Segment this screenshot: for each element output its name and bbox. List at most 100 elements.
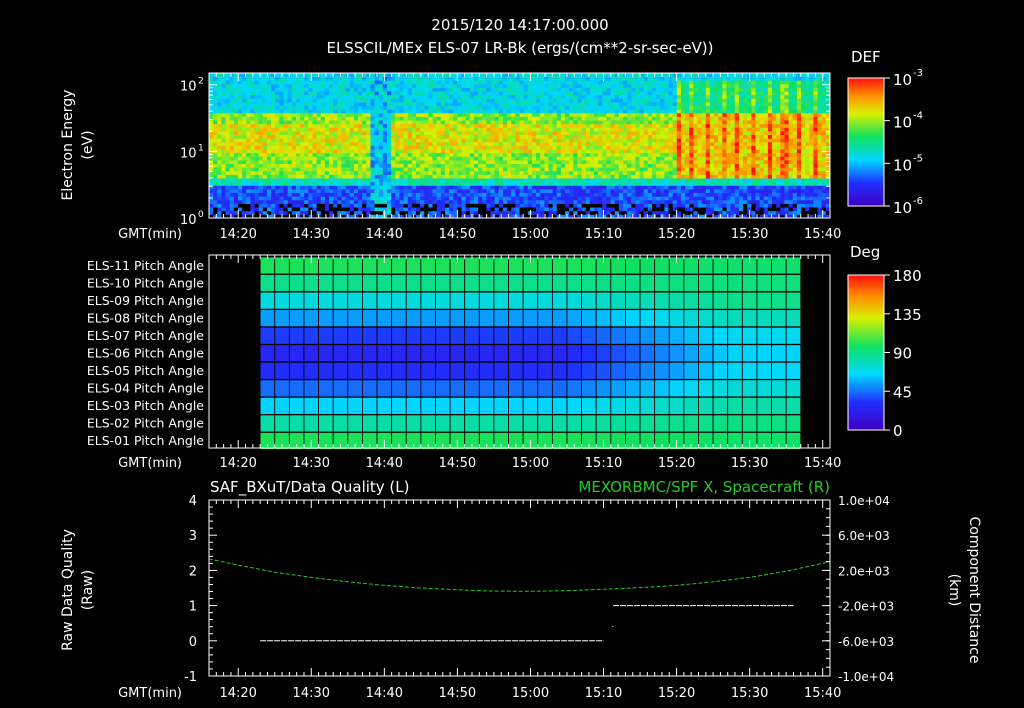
spectrogram-cell — [300, 196, 305, 201]
spectrogram-cell — [387, 181, 392, 186]
spectrogram-cell — [320, 163, 326, 168]
spectrogram-cell — [395, 83, 400, 88]
spectrogram-cell — [631, 83, 636, 88]
spectrogram-cell — [358, 152, 363, 157]
spectrogram-cell — [424, 102, 429, 107]
spectrogram-cell — [250, 116, 255, 121]
spectrogram-cell — [266, 214, 272, 218]
spectrogram-cell — [680, 120, 686, 125]
spectrogram-cell — [370, 127, 375, 132]
spectrogram-cell — [399, 196, 404, 201]
spectrogram-cell — [407, 131, 413, 136]
spectrogram-cell — [527, 105, 533, 110]
spectrogram-cell — [411, 163, 417, 168]
spectrogram-cell — [275, 214, 280, 218]
spectrogram-cell — [714, 91, 719, 96]
spectrogram-cell — [213, 192, 218, 197]
spectrogram-cell — [623, 181, 628, 186]
spectrogram-cell — [623, 185, 628, 190]
spectrogram-cell — [722, 131, 727, 136]
spectrogram-cell — [320, 138, 326, 143]
spectrogram-cell — [697, 178, 703, 183]
spectrogram-cell — [221, 160, 226, 165]
spectrogram-cell — [411, 134, 417, 139]
spectrogram-cell — [320, 127, 326, 132]
spectrogram-cell — [511, 109, 516, 114]
spectrogram-cell — [639, 109, 645, 114]
spectrogram-cell — [585, 134, 591, 139]
spectrogram-cell — [494, 170, 500, 175]
spectrogram-cell — [589, 170, 595, 175]
spectrogram-cell — [693, 87, 698, 92]
spectrogram-cell — [225, 102, 231, 107]
spectrogram-cell — [627, 174, 632, 179]
spectrogram-cell — [701, 214, 707, 218]
spectrogram-cell — [569, 189, 574, 194]
spectrogram-cell — [536, 160, 541, 165]
spectrogram-cell — [478, 192, 483, 197]
spectrogram-cell — [275, 83, 280, 88]
spectrogram-cell — [217, 76, 222, 81]
spectrogram-cell — [473, 152, 479, 157]
spectrogram-cell — [478, 145, 483, 150]
spectrogram-cell — [577, 138, 582, 143]
spectrogram-cell — [349, 141, 355, 146]
spectrogram-cell — [432, 120, 438, 125]
spectrogram-cell — [440, 174, 446, 179]
spectrogram-cell — [676, 189, 682, 194]
spectrogram-cell — [320, 149, 326, 154]
spectrogram-cell — [312, 203, 318, 208]
spectrogram-cell — [213, 174, 218, 179]
spectrogram-cell — [668, 134, 674, 139]
spectrogram-cell — [627, 181, 632, 186]
spectrogram-cell — [668, 210, 674, 215]
spectrogram-cell — [308, 160, 313, 165]
spectrogram-cell — [424, 210, 429, 215]
spectrogram-cell — [370, 94, 375, 99]
spectrogram-cell — [366, 156, 371, 161]
spectrogram-cell — [416, 83, 421, 88]
spectrogram-cell — [709, 76, 715, 81]
spectrogram-cell — [701, 134, 707, 139]
spectrogram-cell — [457, 199, 462, 204]
spectrogram-cell — [341, 174, 347, 179]
spectrogram-cell — [217, 160, 222, 165]
spectrogram-cell — [329, 120, 334, 125]
spectrogram-cell — [217, 120, 222, 125]
spectrogram-cell — [540, 181, 545, 186]
spectrogram-cell — [358, 87, 363, 92]
spectrogram-cell — [295, 127, 301, 132]
spectrogram-cell — [312, 185, 318, 190]
spectrogram-cell — [573, 214, 578, 218]
spectrogram-cell — [337, 167, 342, 172]
spectrogram-cell — [453, 102, 458, 107]
spectrogram-cell — [370, 156, 375, 161]
spectrogram-cell — [221, 105, 226, 110]
spectrogram-cell — [254, 149, 260, 154]
spectrogram-cell — [556, 174, 562, 179]
spectrogram-cell — [490, 152, 496, 157]
spectrogram-cell — [436, 116, 442, 121]
spectrogram-cell — [428, 178, 433, 183]
spectrogram-cell — [623, 80, 628, 85]
spectrogram-cell — [349, 76, 355, 81]
spectrogram-cell — [544, 80, 549, 85]
spectrogram-cell — [237, 174, 243, 179]
spectrogram-cell — [411, 145, 417, 150]
spectrogram-cell — [324, 163, 330, 168]
spectrogram-cell — [461, 91, 467, 96]
spectrogram-cell — [370, 138, 375, 143]
spectrogram-cell — [647, 83, 653, 88]
spectrogram-cell — [229, 141, 235, 146]
spectrogram-cell — [714, 149, 719, 154]
spectrogram-cell — [304, 203, 309, 208]
spectrogram-cell — [411, 156, 417, 161]
spectrogram-cell — [494, 98, 500, 103]
spectrogram-cell — [233, 91, 239, 96]
spectrogram-cell — [333, 181, 338, 186]
spectrogram-cell — [610, 80, 616, 85]
spectrogram-cell — [287, 76, 293, 81]
spectrogram-cell — [378, 73, 384, 78]
spectrogram-cell — [349, 102, 355, 107]
spectrogram-cell — [490, 203, 496, 208]
